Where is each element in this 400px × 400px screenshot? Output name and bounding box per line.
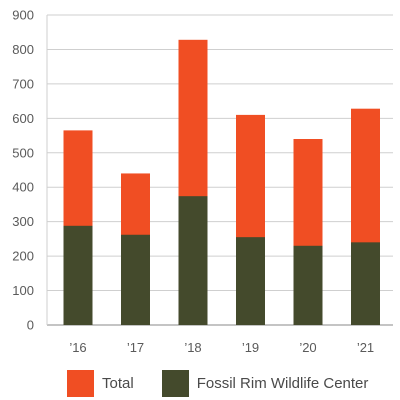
- bars: [63, 39, 380, 326]
- y-tick-label: 900: [12, 8, 34, 23]
- legend-label-total: Total: [102, 374, 134, 392]
- x-tick-label: ’19: [242, 340, 259, 355]
- legend-swatch-fossil-rim: [161, 369, 189, 397]
- y-tick-label: 500: [12, 145, 34, 160]
- y-tick-label: 200: [12, 249, 34, 264]
- legend-item-fossil-rim: Fossil Rim Wildlife Center: [161, 369, 369, 397]
- y-tick-label: 600: [12, 111, 34, 126]
- legend-swatch-total: [67, 369, 94, 397]
- bar-fossil-rim-5: [351, 242, 380, 325]
- y-tick-label: 100: [12, 283, 34, 298]
- x-tick-label: ’17: [127, 340, 144, 355]
- x-axis-ticks: ’16 ’17 ’18 ’19 ’20 ’21: [69, 340, 374, 355]
- legend-item-total: Total: [67, 369, 134, 397]
- x-tick-label: ’18: [184, 340, 201, 355]
- bar-fossil-rim-0: [63, 225, 93, 325]
- x-tick-label: ’16: [69, 340, 86, 355]
- y-axis-ticks: 0 100 200 300 400 500 600 700 800 900: [12, 8, 34, 333]
- legend-label-fossil-rim: Fossil Rim Wildlife Center: [196, 374, 369, 392]
- y-tick-label: 400: [12, 180, 34, 195]
- bar-fossil-rim-1: [121, 234, 150, 325]
- y-tick-label: 0: [27, 318, 34, 333]
- bar-fossil-rim-3: [236, 237, 265, 325]
- y-tick-label: 700: [12, 76, 34, 91]
- x-tick-label: ’20: [299, 340, 316, 355]
- bar-fossil-rim-2: [178, 196, 208, 325]
- legend: Total Fossil Rim Wildlife Center: [67, 368, 396, 398]
- x-tick-label: ’21: [357, 340, 374, 355]
- y-tick-label: 800: [12, 42, 34, 57]
- gridlines: [46, 14, 393, 326]
- bar-fossil-rim-4: [293, 245, 323, 325]
- y-tick-label: 300: [12, 214, 34, 229]
